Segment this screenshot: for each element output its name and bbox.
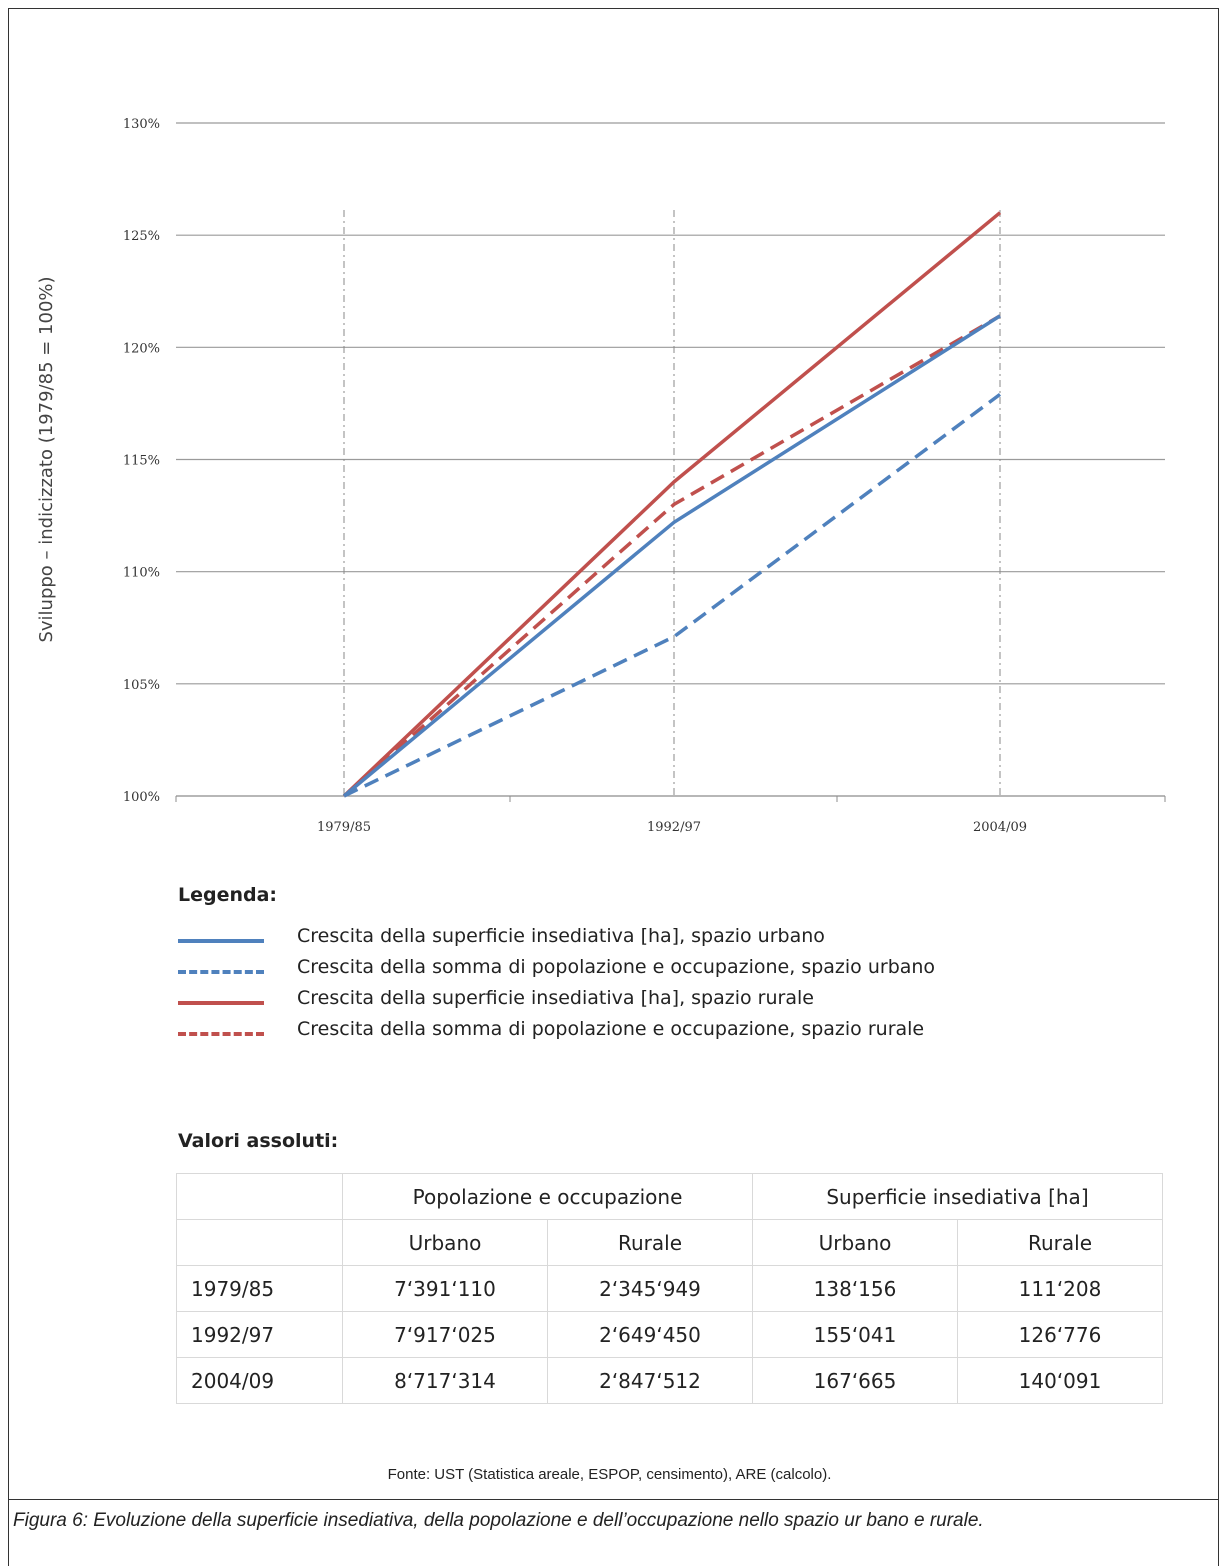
row-label: 2004/09	[176, 1357, 343, 1404]
series-line	[342, 314, 1001, 798]
table-cell: 2‘345‘949	[547, 1265, 753, 1312]
table-cell: 155‘041	[752, 1311, 958, 1358]
legend-swatch	[178, 970, 264, 974]
legend-label: Crescita della superficie insediativa [h…	[297, 987, 814, 1009]
series-line	[342, 211, 1002, 798]
table-cell: 7‘917‘025	[342, 1311, 548, 1358]
series-line	[343, 392, 1002, 798]
legend-label: Crescita della somma di popolazione e oc…	[297, 956, 936, 978]
table-cell: 2‘847‘512	[547, 1357, 753, 1404]
y-tick-label: 110%	[123, 566, 160, 581]
table-cell: 140‘091	[957, 1357, 1163, 1404]
source-note: Fonte: UST (Statistica areale, ESPOP, ce…	[387, 1466, 832, 1483]
y-tick-label: 105%	[123, 678, 160, 693]
table-row: 1992/97 7‘917‘025 2‘649‘450 155‘041 126‘…	[176, 1311, 1163, 1358]
table-subheader-row: Urbano Rurale Urbano Rurale	[176, 1219, 1163, 1266]
y-tick-label: 100%	[123, 790, 160, 805]
x-tick-label: 1992/97	[647, 820, 701, 835]
figure-caption: Figura 6: Evoluzione della superficie in…	[13, 1510, 984, 1531]
x-tick-label: 2004/09	[973, 820, 1027, 835]
caption-divider	[8, 1499, 1219, 1500]
legend-label: Crescita della somma di popolazione e oc…	[297, 1018, 925, 1040]
table-subheader: Urbano	[342, 1219, 548, 1266]
legend-swatch	[178, 1001, 264, 1005]
table-header-row: Popolazione e occupazione Superficie ins…	[176, 1173, 1163, 1220]
legend-swatch	[178, 1032, 264, 1036]
x-tick-label: 1979/85	[317, 820, 371, 835]
series-line	[342, 314, 1001, 798]
table-cell: 167‘665	[752, 1357, 958, 1404]
y-tick-label: 125%	[123, 229, 160, 244]
table-group-header: Superficie insediativa [ha]	[752, 1173, 1163, 1220]
row-label: 1979/85	[176, 1265, 343, 1312]
y-tick-label: 120%	[123, 341, 160, 356]
line-chart: 100% 105% 110% 115% 120% 125% 130% 1979/85 1992/…	[36, 117, 1166, 835]
table-cell: 138‘156	[752, 1265, 958, 1312]
y-axis-label: Sviluppo – indicizzato (1979/85 = 100%)	[36, 276, 57, 642]
table-row: 1979/85 7‘391‘110 2‘345‘949 138‘156 111‘…	[176, 1265, 1163, 1312]
y-tick-label: 130%	[123, 117, 160, 132]
table-subheader: Rurale	[957, 1219, 1163, 1266]
table-corner-cell	[176, 1219, 343, 1266]
values-table: Popolazione e occupazione Superficie ins…	[176, 1173, 1163, 1404]
table-title: Valori assoluti:	[178, 1130, 339, 1152]
table-cell: 126‘776	[957, 1311, 1163, 1358]
table-cell: 111‘208	[957, 1265, 1163, 1312]
table-corner-cell	[176, 1173, 343, 1220]
table-row: 2004/09 8‘717‘314 2‘847‘512 167‘665 140‘…	[176, 1357, 1163, 1404]
table-group-header: Popolazione e occupazione	[342, 1173, 753, 1220]
table-subheader: Urbano	[752, 1219, 958, 1266]
y-tick-label: 115%	[123, 454, 160, 469]
row-label: 1992/97	[176, 1311, 343, 1358]
table-cell: 8‘717‘314	[342, 1357, 548, 1404]
table-cell: 2‘649‘450	[547, 1311, 753, 1358]
legend-label: Crescita della superficie insediativa [h…	[297, 925, 825, 947]
legend-title: Legenda:	[178, 884, 278, 906]
legend-swatch	[178, 939, 264, 943]
table-subheader: Rurale	[547, 1219, 753, 1266]
table-cell: 7‘391‘110	[342, 1265, 548, 1312]
